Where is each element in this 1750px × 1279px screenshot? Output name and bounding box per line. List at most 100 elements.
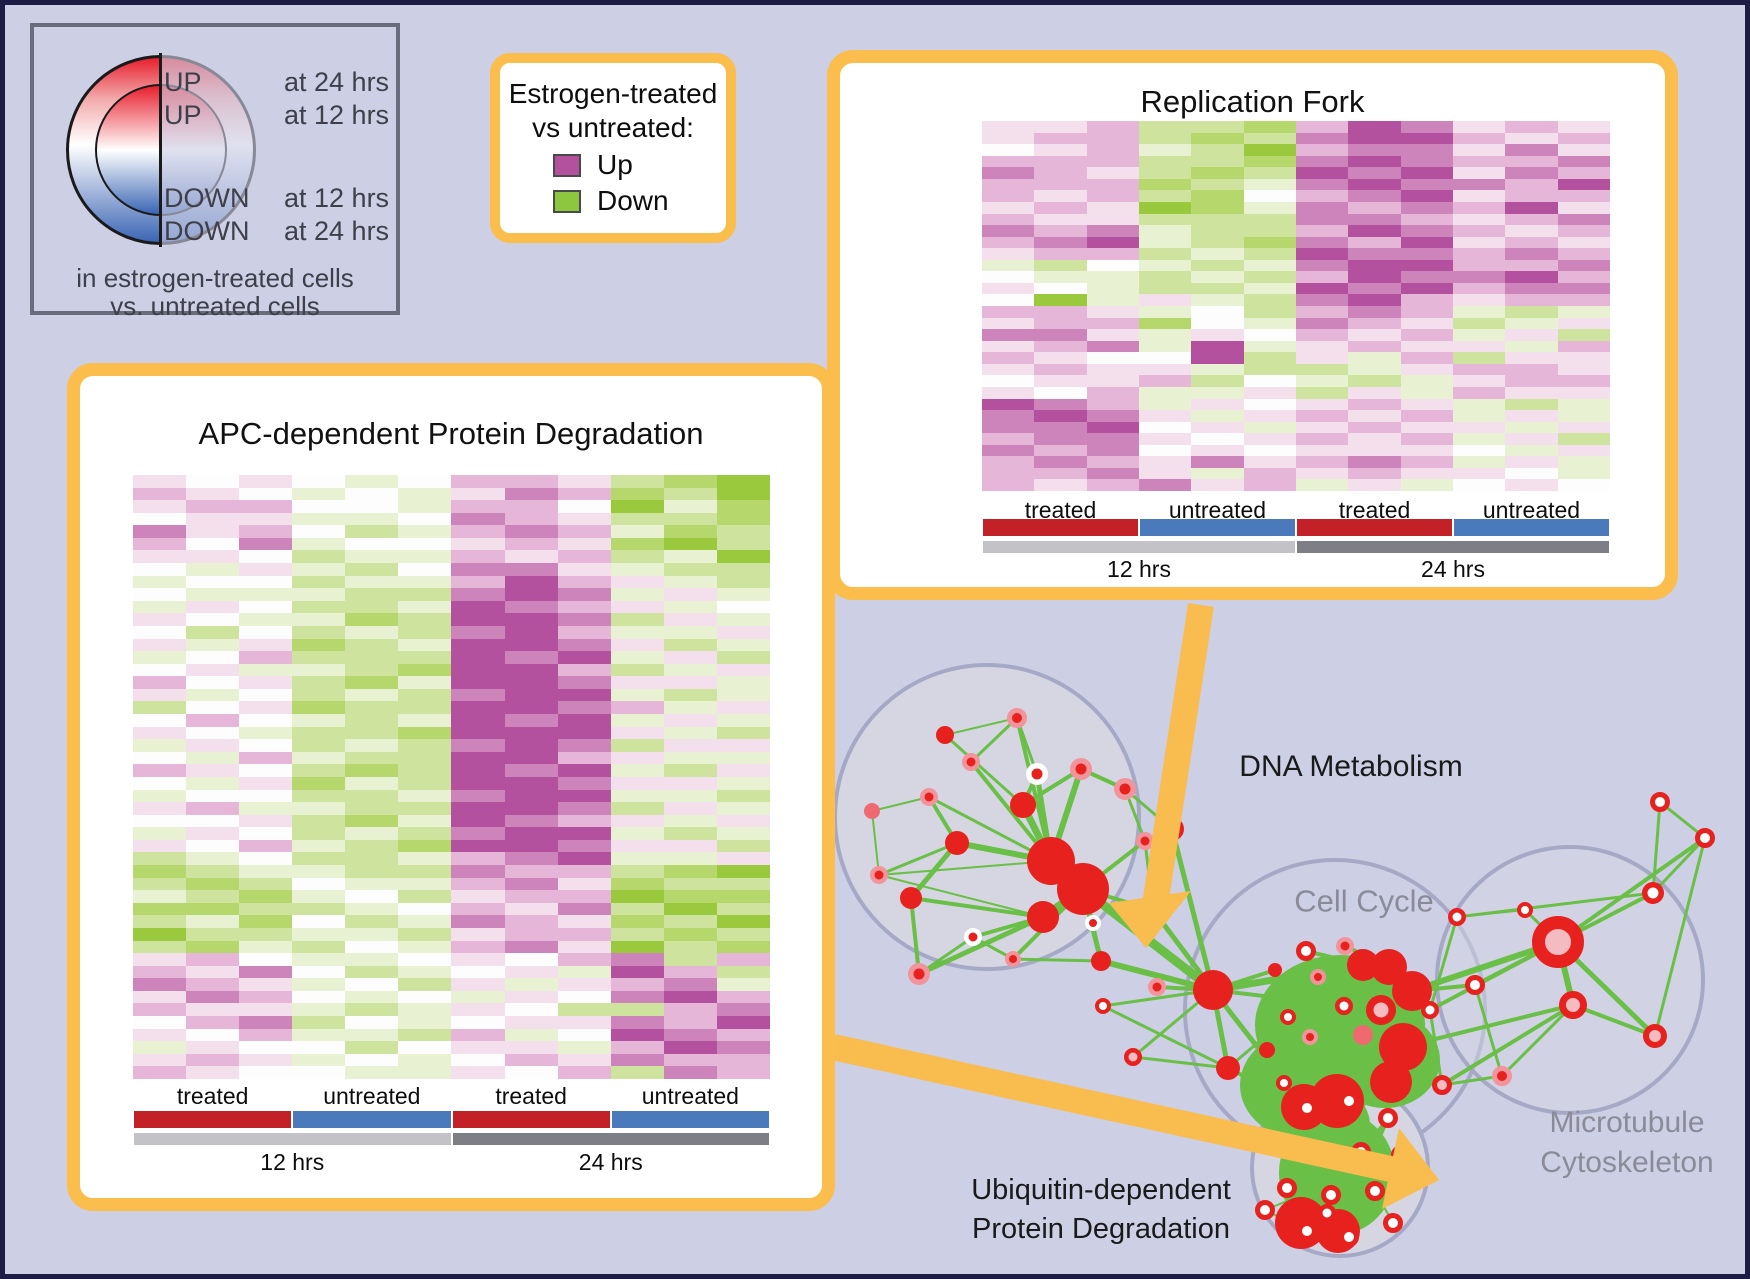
heatmap-cell: [1086, 282, 1139, 295]
heatmap-cell: [1138, 282, 1192, 295]
heatmap-cell: [504, 563, 558, 576]
heatmap-cell: [1400, 444, 1453, 457]
gene-node-pr: [920, 788, 938, 806]
heatmap-cell: [1505, 213, 1558, 226]
heatmap-cell: [398, 865, 452, 878]
heatmap-cell: [239, 500, 293, 513]
heatmap-cell: [1086, 121, 1139, 133]
heatmap-cell: [1191, 271, 1244, 283]
heatmap-cell: [504, 789, 558, 803]
heatmap-cell: [345, 500, 399, 513]
heatmap-cell: [610, 475, 664, 488]
heatmap-cell: [1086, 467, 1139, 480]
heatmap-cell: [292, 902, 346, 916]
heatmap-cell: [557, 915, 611, 928]
heatmap-cell: [610, 927, 664, 941]
heatmap-cell: [610, 751, 664, 765]
heatmap-cell: [398, 978, 452, 991]
heatmap-cell: [610, 814, 664, 828]
heatmap-cell: [239, 814, 293, 828]
estrogen-color-legend: Estrogen-treated vs untreated: Up Down: [490, 53, 736, 243]
heatmap-cell: [1557, 190, 1610, 202]
gene-node-wr: [1026, 763, 1048, 785]
heatmap-cell: [1452, 363, 1506, 376]
heatmap-cell: [663, 1041, 717, 1054]
gene-node-rw: [1255, 1200, 1275, 1220]
heatmap-cell: [239, 613, 293, 626]
heatmap-cell: [133, 764, 187, 777]
heatmap-cell: [1191, 294, 1244, 306]
heatmap-cell: [663, 638, 717, 652]
heatmap-cell: [292, 688, 346, 702]
heatmap-cell: [345, 764, 399, 777]
heatmap-cell: [186, 613, 240, 626]
heatmap-cell: [1191, 213, 1244, 226]
heatmap-cell: [345, 701, 399, 715]
heatmap-cell: [239, 776, 293, 790]
heatmap-cell: [610, 978, 664, 991]
heatmap-cell: [663, 852, 717, 866]
heatmap-cell: [1138, 467, 1192, 480]
heatmap-cell: [610, 537, 664, 551]
gene-node-rw: [1383, 1213, 1403, 1233]
heatmap-cell: [1086, 213, 1139, 226]
heatmap-cell: [982, 340, 1035, 353]
heatmap-cell: [1348, 444, 1401, 457]
heatmap-cell: [292, 588, 346, 601]
down-color-swatch: [553, 189, 581, 213]
heatmap-cell: [557, 613, 611, 626]
heatmap-cell: [398, 827, 452, 840]
heatmap-cell: [186, 475, 240, 488]
heatmap-cell: [557, 1028, 611, 1042]
heatmap-cell: [133, 625, 187, 639]
heatmap-cell: [345, 839, 399, 853]
heatmap-cell: [345, 575, 399, 589]
heatmap-cell: [982, 282, 1035, 295]
heatmap-cell: [186, 1041, 240, 1054]
heatmap-cell: [1034, 456, 1087, 468]
heatmap-cell: [1243, 213, 1296, 226]
heatmap-cell: [292, 915, 346, 928]
heatmap-cell: [1400, 225, 1453, 237]
heatmap-cell: [1034, 329, 1087, 341]
heatmap-cell: [716, 1053, 770, 1067]
heatmap-cell: [663, 714, 717, 727]
heatmap-cell: [345, 688, 399, 702]
heatmap-cell: [1243, 282, 1296, 295]
heatmap-cell: [504, 865, 558, 878]
heatmap-cell: [451, 915, 505, 928]
heatmap-cell: [345, 1003, 399, 1017]
legend-up24-time: at 24 hrs: [284, 67, 390, 97]
heatmap-cell: [1295, 294, 1349, 306]
heatmap-cell: [504, 500, 558, 513]
gene-node-rw: [1296, 941, 1316, 961]
heatmap-cell: [1505, 167, 1558, 179]
heatmap-cell: [1452, 248, 1506, 260]
heatmap-cell: [1191, 398, 1244, 411]
heatmap-cell: [982, 201, 1035, 214]
heatmap-cell: [1243, 386, 1296, 399]
network-edge: [1441, 1074, 1503, 1087]
gene-node-s: [1347, 949, 1379, 981]
heatmap-cell: [133, 1041, 187, 1054]
heatmap-cell: [1034, 352, 1087, 364]
heatmap-cell: [451, 789, 505, 803]
heatmap-cell: [1086, 479, 1139, 491]
heatmap-cell: [345, 625, 399, 639]
gene-node-rw: [1365, 1181, 1385, 1201]
heatmap-cell: [398, 940, 452, 954]
heatmap-cell: [451, 588, 505, 601]
heatmap-cell: [451, 927, 505, 941]
heatmap-cell: [1295, 201, 1349, 214]
heatmap-cell: [557, 676, 611, 689]
heatmap-cell: [451, 512, 505, 526]
heatmap-cell: [451, 827, 505, 840]
heatmap-cell: [610, 764, 664, 777]
heatmap-cell: [1505, 386, 1558, 399]
heatmap-cell: [1400, 317, 1453, 330]
up-label: Up: [597, 149, 633, 180]
heatmap-cell: [610, 1016, 664, 1029]
gene-node-s: [900, 887, 922, 909]
heatmap-cell: [1452, 213, 1506, 226]
heatmap-cell: [133, 475, 187, 488]
